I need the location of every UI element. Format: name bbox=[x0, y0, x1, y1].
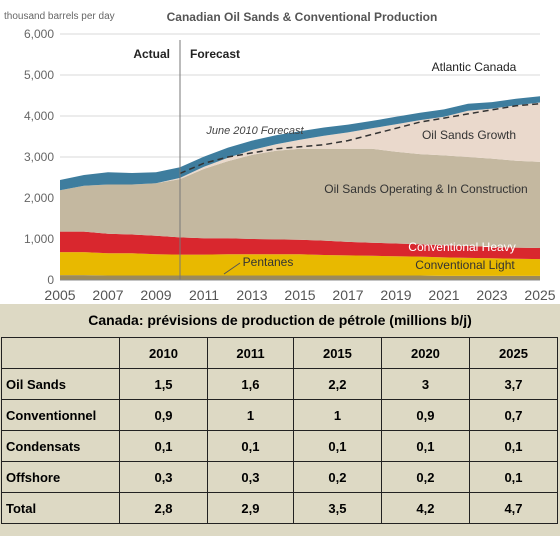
series-label: Oil Sands Growth bbox=[422, 128, 516, 142]
table-cell: 2,8 bbox=[118, 492, 209, 524]
table-cell: 1 bbox=[292, 399, 382, 431]
year-header: 2015 bbox=[292, 337, 382, 369]
table-header-row: 2010 2011 2015 2020 2025 bbox=[1, 337, 559, 369]
year-header: 2025 bbox=[468, 337, 559, 369]
y-tick-label: 4,000 bbox=[24, 109, 54, 123]
table-row: Offshore 0,3 0,3 0,2 0,2 0,1 bbox=[1, 461, 559, 493]
table-cell: 3 bbox=[380, 368, 470, 400]
table-cell: 0,9 bbox=[380, 399, 470, 431]
series-label: Pentanes bbox=[243, 255, 294, 269]
y-tick-label: 6,000 bbox=[24, 27, 54, 41]
chart-title: Canadian Oil Sands & Conventional Produc… bbox=[167, 10, 438, 24]
y-tick-label: 1,000 bbox=[24, 232, 54, 246]
june-2010-forecast-line bbox=[179, 102, 541, 175]
x-tick-label: 2019 bbox=[380, 287, 411, 303]
year-header: 2010 bbox=[118, 337, 209, 369]
year-header: 2011 bbox=[207, 337, 294, 369]
row-label: Conventionnel bbox=[1, 399, 120, 431]
table-cell: 0,1 bbox=[207, 430, 294, 462]
table-cell: 0,7 bbox=[468, 399, 559, 431]
y-tick-label: 5,000 bbox=[24, 68, 54, 82]
y-tick-label: 3,000 bbox=[24, 150, 54, 164]
row-label: Offshore bbox=[1, 461, 120, 493]
x-tick-label: 2017 bbox=[332, 287, 363, 303]
area-atlantic-canada bbox=[60, 96, 540, 191]
table-cell: 1 bbox=[207, 399, 294, 431]
x-tick-label: 2005 bbox=[44, 287, 75, 303]
y-axis-label: thousand barrels per day bbox=[4, 11, 115, 22]
x-tick-label: 2011 bbox=[189, 287, 219, 303]
table-corner-cell bbox=[1, 337, 120, 369]
series-label: Oil Sands Operating & In Construction bbox=[324, 182, 527, 196]
forecast-table: 2010 2011 2015 2020 2025 Oil Sands 1,5 1… bbox=[1, 337, 559, 524]
row-label: Total bbox=[1, 492, 120, 524]
table-cell: 0,2 bbox=[292, 461, 382, 493]
table-cell: 0,2 bbox=[380, 461, 470, 493]
table-cell: 2,9 bbox=[207, 492, 294, 524]
x-tick-label: 2021 bbox=[428, 287, 459, 303]
row-label: Oil Sands bbox=[1, 368, 120, 400]
x-tick-label: 2025 bbox=[524, 287, 555, 303]
table-cell: 0,1 bbox=[118, 430, 209, 462]
table-cell: 0,1 bbox=[292, 430, 382, 462]
production-chart: 0 1,000 2,000 3,000 4,000 5,000 6,000 Actual For… bbox=[4, 10, 556, 303]
table-cell: 0,1 bbox=[468, 461, 559, 493]
table-row: Oil Sands 1,5 1,6 2,2 3 3,7 bbox=[1, 368, 559, 400]
table-cell: 0,9 bbox=[118, 399, 209, 431]
y-tick-label: 2,000 bbox=[24, 191, 54, 205]
table-cell: 1,5 bbox=[118, 368, 209, 400]
table-row: Conventionnel 0,9 1 1 0,9 0,7 bbox=[1, 399, 559, 431]
table-row: Total 2,8 2,9 3,5 4,2 4,7 bbox=[1, 492, 559, 524]
june-2010-forecast-label: June 2010 Forecast bbox=[205, 125, 304, 137]
chart-svg: 0 1,000 2,000 3,000 4,000 5,000 6,000 Actual For… bbox=[4, 10, 556, 303]
series-label: Atlantic Canada bbox=[432, 60, 517, 74]
table-cell: 1,6 bbox=[207, 368, 294, 400]
actual-label: Actual bbox=[133, 47, 170, 61]
forecast-table-panel: Canada: prévisions de production de pétr… bbox=[0, 304, 560, 536]
year-header: 2020 bbox=[380, 337, 470, 369]
table-cell: 3,5 bbox=[292, 492, 382, 524]
pentanes-pointer-line bbox=[223, 262, 241, 275]
forecast-label: Forecast bbox=[190, 47, 240, 61]
x-tick-label: 2009 bbox=[140, 287, 171, 303]
row-label: Condensats bbox=[1, 430, 120, 462]
table-row: Condensats 0,1 0,1 0,1 0,1 0,1 bbox=[1, 430, 559, 462]
series-label: Conventional Light bbox=[415, 258, 515, 272]
table-title: Canada: prévisions de production de pétr… bbox=[88, 312, 472, 328]
table-cell: 4,7 bbox=[468, 492, 559, 524]
table-cell: 4,2 bbox=[380, 492, 470, 524]
table-cell: 0,1 bbox=[468, 430, 559, 462]
table-cell: 0,3 bbox=[207, 461, 294, 493]
table-cell: 0,3 bbox=[118, 461, 209, 493]
table-cell: 3,7 bbox=[468, 368, 559, 400]
table-cell: 2,2 bbox=[292, 368, 382, 400]
x-tick-label: 2015 bbox=[284, 287, 315, 303]
x-tick-label: 2013 bbox=[236, 287, 267, 303]
series-label: Conventional Heavy bbox=[408, 240, 515, 254]
table-cell: 0,1 bbox=[380, 430, 470, 462]
y-tick-label: 0 bbox=[47, 273, 54, 287]
x-tick-label: 2007 bbox=[92, 287, 123, 303]
x-tick-label: 2023 bbox=[476, 287, 507, 303]
